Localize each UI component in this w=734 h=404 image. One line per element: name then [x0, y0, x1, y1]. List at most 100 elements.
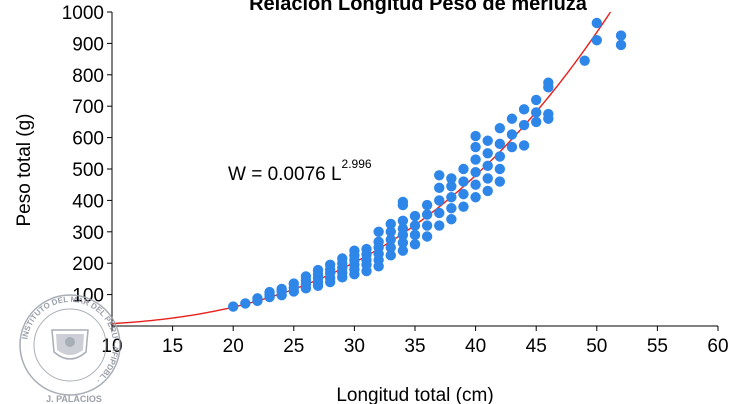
data-point	[531, 116, 542, 128]
y-tick-label: 900	[72, 34, 104, 55]
data-point	[434, 170, 445, 181]
x-tick-label: 20	[223, 336, 244, 357]
data-point	[458, 188, 469, 200]
x-tick-label: 15	[162, 336, 183, 357]
data-point	[409, 229, 421, 241]
data-point	[591, 35, 602, 46]
data-point	[228, 301, 239, 312]
data-point	[482, 160, 493, 172]
x-axis-ticks: 10 15 20 25 30 35 40 45 50 55 60	[101, 326, 729, 357]
data-point	[446, 181, 457, 192]
data-point	[349, 245, 360, 256]
y-tick-label: 500	[72, 160, 104, 181]
data-point	[518, 119, 530, 131]
data-point	[470, 179, 481, 190]
data-point	[385, 226, 396, 237]
equation-base: W = 0.0076 L	[228, 164, 342, 185]
data-point	[397, 223, 409, 234]
data-point	[373, 236, 384, 248]
data-point	[434, 207, 445, 219]
data-point	[531, 107, 542, 118]
data-point	[470, 130, 481, 142]
y-tick-label: 200	[72, 254, 104, 275]
data-point	[482, 135, 493, 146]
data-point	[421, 231, 433, 242]
equation-exponent: 2.996	[342, 157, 372, 171]
data-point	[446, 192, 457, 203]
data-point	[470, 166, 481, 178]
x-tick-label: 55	[647, 336, 668, 357]
data-point	[397, 245, 409, 256]
data-point	[494, 163, 506, 175]
x-tick-label: 10	[101, 336, 122, 357]
data-point	[276, 283, 287, 295]
y-axis-ticks: 100 200 300 400 500 600 700 800 900 1000	[62, 3, 112, 307]
data-point	[531, 94, 542, 106]
y-tick-label: 600	[72, 129, 104, 150]
x-tick-label: 50	[586, 336, 607, 357]
data-point	[518, 140, 530, 151]
data-point	[373, 226, 384, 237]
data-point	[446, 173, 457, 184]
data-point	[300, 271, 312, 282]
data-point	[446, 203, 457, 214]
data-point	[506, 113, 518, 124]
data-point	[543, 108, 554, 120]
x-tick-label: 35	[404, 336, 425, 357]
data-point	[361, 243, 372, 255]
equation-annotation: W = 0.0076 L2.996	[228, 157, 372, 185]
data-point	[409, 210, 421, 222]
x-tick-label: 60	[707, 336, 728, 357]
y-tick-label: 100	[72, 286, 104, 307]
data-point	[591, 17, 602, 29]
y-tick-label: 300	[72, 223, 104, 244]
data-point	[397, 215, 409, 227]
data-point	[470, 192, 481, 203]
data-point	[506, 129, 518, 140]
data-point	[312, 264, 324, 276]
data-point	[494, 122, 506, 134]
data-point	[615, 39, 627, 51]
data-point	[421, 209, 433, 220]
plot-area	[111, 12, 718, 327]
data-point	[421, 199, 433, 211]
data-point	[397, 237, 409, 248]
data-point	[458, 163, 469, 175]
x-tick-label: 40	[465, 336, 486, 357]
data-point	[385, 242, 396, 253]
data-point	[482, 185, 493, 197]
data-point	[409, 220, 421, 231]
data-point	[434, 220, 445, 231]
data-point	[385, 250, 396, 261]
stamp-signature: J. PALACIOS	[46, 394, 102, 404]
data-point	[385, 218, 396, 230]
data-point	[482, 173, 493, 184]
data-point	[434, 195, 445, 206]
data-point	[579, 55, 590, 66]
data-point	[543, 77, 554, 88]
data-point	[494, 176, 506, 187]
x-axis-title: Longitud total (cm)	[336, 385, 493, 404]
data-point	[252, 293, 263, 304]
x-tick-label: 45	[526, 336, 547, 357]
data-point	[264, 286, 275, 298]
stamp-emblem-icon	[51, 329, 89, 360]
y-tick-label: 1000	[62, 3, 104, 24]
data-point	[458, 176, 469, 187]
data-point	[518, 104, 530, 115]
data-point	[337, 253, 348, 264]
data-point	[494, 151, 506, 162]
data-point	[506, 141, 518, 153]
data-point	[470, 141, 481, 153]
data-point	[470, 154, 481, 165]
data-point	[385, 234, 396, 245]
data-point	[434, 182, 445, 194]
data-point	[397, 196, 409, 208]
data-point	[446, 214, 457, 225]
data-point	[240, 298, 251, 309]
data-point	[458, 201, 469, 212]
y-tick-label: 400	[72, 191, 104, 212]
data-point	[482, 148, 493, 159]
x-tick-label: 25	[283, 336, 304, 357]
